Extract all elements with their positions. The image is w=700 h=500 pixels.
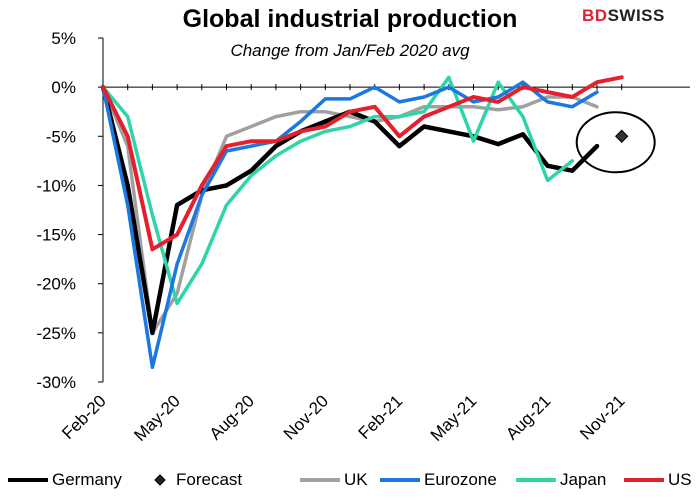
forecast-highlight-ellipse <box>575 111 656 174</box>
x-tick-label: Nov-20 <box>280 391 332 443</box>
legend-label-eurozone: Eurozone <box>424 470 497 489</box>
series-line-eurozone <box>101 80 599 370</box>
annotation-layer <box>575 111 656 174</box>
x-tick-label: Aug-21 <box>502 391 554 443</box>
y-tick-label: -20% <box>36 275 76 294</box>
chart-subtitle: Change from Jan/Feb 2020 avg <box>230 41 470 60</box>
legend: Germany Forecast UK Eurozone Japan US <box>4 468 700 492</box>
x-tick-label: Feb-21 <box>355 391 407 443</box>
forecast-point <box>614 129 629 143</box>
y-tick-label: 0% <box>51 78 76 97</box>
chart-title: Global industrial production <box>182 5 518 33</box>
legend-item-germany: Germany <box>8 468 122 492</box>
legend-label-forecast: Forecast <box>176 470 243 489</box>
x-tick-label: May-21 <box>427 391 481 445</box>
brand-logo-part1: BD <box>582 6 608 25</box>
y-tick-label: 5% <box>51 29 76 48</box>
legend-swatch-us <box>624 478 664 482</box>
legend-swatch-japan <box>516 478 556 482</box>
legend-swatch-uk <box>300 478 340 482</box>
y-axis: -30% -25% -20% -15% -10% -5% 0% 5% <box>36 29 104 392</box>
x-tick-label: May-20 <box>130 391 184 445</box>
series-layer <box>100 75 624 370</box>
legend-label-us: US <box>668 470 692 489</box>
diamond-icon <box>154 474 166 486</box>
x-axis: Feb-20 May-20 Aug-20 Nov-20 Feb-21 May-21 Aug-… <box>58 84 690 445</box>
series-line-japan <box>101 75 575 306</box>
series-line-us <box>101 75 624 252</box>
x-tick-label: Nov-21 <box>576 391 628 443</box>
x-tick-label: Aug-20 <box>206 391 258 443</box>
legend-item-forecast: Forecast <box>144 468 242 492</box>
legend-item-eurozone: Eurozone <box>380 468 497 492</box>
legend-item-uk: UK <box>300 468 368 492</box>
y-tick-label: -25% <box>36 324 76 343</box>
legend-label-germany: Germany <box>52 470 122 489</box>
brand-logo-part2: SWISS <box>607 6 665 25</box>
y-tick-label: -30% <box>36 373 76 392</box>
legend-item-japan: Japan <box>516 468 606 492</box>
brand-logo: BDSWISS <box>582 6 665 26</box>
legend-swatch-germany <box>8 478 48 482</box>
legend-item-us: US <box>624 468 692 492</box>
legend-swatch-eurozone <box>380 478 420 482</box>
legend-label-uk: UK <box>344 470 368 489</box>
y-tick-label: -15% <box>36 226 76 245</box>
legend-label-japan: Japan <box>560 470 607 489</box>
x-tick-label: Feb-20 <box>58 391 110 443</box>
y-tick-label: -5% <box>46 127 76 146</box>
y-tick-label: -10% <box>36 176 76 195</box>
line-chart: -30% -25% -20% -15% -10% -5% 0% 5% Feb-20 May-20… <box>36 29 690 445</box>
